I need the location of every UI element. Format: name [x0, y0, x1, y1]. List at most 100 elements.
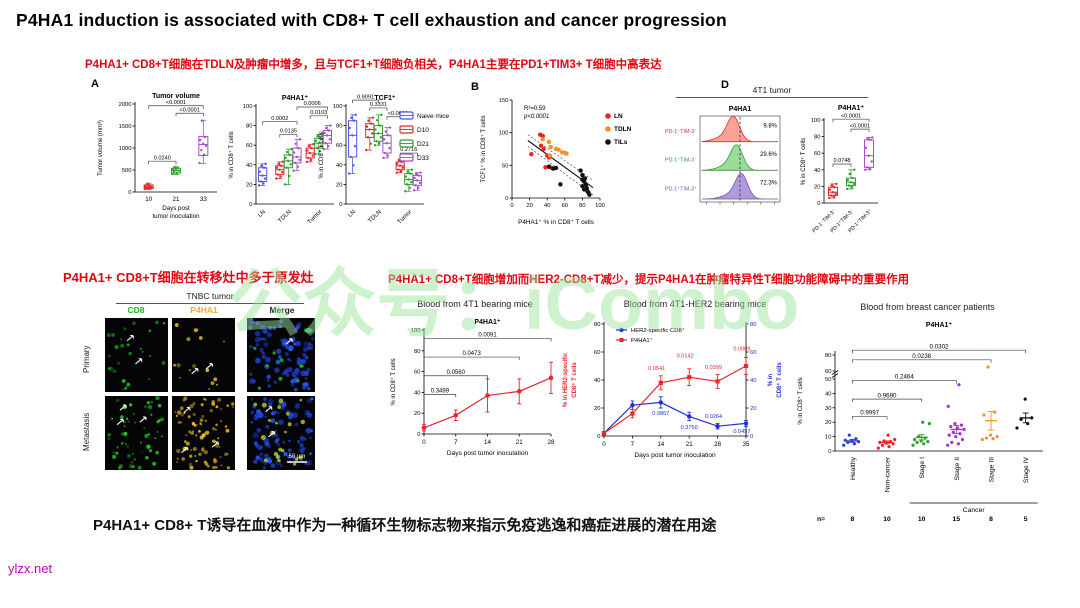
svg-text:150: 150: [499, 98, 509, 104]
svg-text:1500: 1500: [119, 124, 132, 130]
svg-text:2000: 2000: [119, 102, 132, 108]
svg-text:21: 21: [173, 196, 180, 203]
svg-text:LN: LN: [347, 209, 357, 219]
svg-text:0: 0: [505, 196, 508, 202]
svg-text:TDLN: TDLN: [367, 209, 382, 224]
chart-tcf1-box: 0 20 40 60 80 100 % in CD8⁺ T cells TCF1⁺0.9091…: [318, 94, 424, 226]
svg-text:0: 0: [422, 439, 426, 446]
svg-text:Tumor volume: Tumor volume: [152, 93, 200, 100]
svg-text:% in CD8⁺ T cells: % in CD8⁺ T cells: [797, 377, 804, 424]
svg-text:PD-1⁺TIM-3⁻: PD-1⁺TIM-3⁻: [665, 158, 697, 164]
svg-text:10: 10: [825, 435, 831, 441]
svg-text:14: 14: [484, 439, 491, 446]
plot-area: 0 500 1000 1500 2000 Tumor volume (mm³) Tumor …: [98, 93, 217, 220]
microscopy-grid: 50 μm: [105, 318, 315, 470]
legend-items: Naive mice D10 D21 D33: [399, 111, 450, 162]
svg-text:500: 500: [122, 168, 132, 174]
svg-text:60: 60: [825, 369, 831, 375]
flow-histograms: P4HA1 9.8% PD-1⁻TIM-3⁻ 29.6% PD-1⁺TIM-3⁻ 72.3…: [665, 106, 781, 205]
svg-text:0.9867: 0.9867: [652, 411, 669, 417]
plot-area: 0 20 40 60 80 100 0 7 14 21 28 % in CD8⁺ T cells Day…: [390, 319, 555, 457]
panel-d-header: 4T1 tumor: [676, 85, 868, 98]
svg-text:0.0142: 0.0142: [677, 354, 694, 360]
microscopy-col-p4ha1: P4HA1: [190, 305, 218, 315]
svg-text:Days post: Days post: [162, 205, 190, 212]
svg-text:Stage II: Stage II: [954, 457, 961, 481]
svg-text:0: 0: [249, 202, 252, 208]
svg-text:P4HA1⁺: P4HA1⁺: [926, 322, 953, 329]
svg-text:20: 20: [526, 203, 532, 209]
svg-text:0.9690: 0.9690: [878, 392, 897, 399]
svg-text:15: 15: [953, 516, 961, 523]
svg-text:14: 14: [657, 441, 664, 448]
svg-text:29.6%: 29.6%: [760, 152, 778, 158]
svg-text:0.2464: 0.2464: [895, 374, 914, 381]
svg-text:0.0748: 0.0748: [833, 158, 850, 164]
svg-text:D33: D33: [417, 155, 429, 162]
svg-text:80: 80: [825, 353, 831, 359]
svg-text:80: 80: [814, 135, 820, 141]
svg-text:100: 100: [595, 203, 605, 209]
microscopy-col-cd8: CD8: [127, 305, 145, 315]
chart-tumor-volume: 0 500 1000 1500 2000 Tumor volume (mm³) Tumor …: [98, 93, 217, 220]
svg-text:0.2716: 0.2716: [400, 147, 417, 153]
svg-text:8: 8: [989, 516, 993, 523]
svg-text:0.0302: 0.0302: [930, 343, 949, 350]
svg-text:% in CD8⁺ T cells: % in CD8⁺ T cells: [318, 131, 325, 178]
svg-text:0: 0: [602, 441, 606, 448]
svg-text:50: 50: [502, 163, 508, 169]
svg-text:0: 0: [817, 201, 820, 207]
svg-text:0.0264: 0.0264: [705, 414, 722, 420]
svg-text:40: 40: [414, 390, 420, 396]
svg-text:60: 60: [814, 151, 820, 157]
microscopy-col-merge: Merge: [269, 305, 295, 315]
svg-text:0: 0: [128, 190, 131, 196]
svg-text:PD-1⁻TIM-3⁻: PD-1⁻TIM-3⁻: [665, 129, 697, 135]
svg-text:21: 21: [686, 441, 693, 448]
svg-text:50: 50: [825, 377, 831, 383]
svg-text:P4HA1⁺: P4HA1⁺: [474, 319, 501, 326]
svg-text:CD8⁺ T cells: CD8⁺ T cells: [776, 362, 783, 398]
svg-text:p<0.0001: p<0.0001: [523, 114, 549, 120]
svg-text:P4HA1⁺: P4HA1⁺: [838, 105, 865, 112]
svg-text:72.3%: 72.3%: [760, 181, 778, 187]
microscopy-row-metastasis: Metastasis: [82, 412, 91, 452]
panel-b-label: B: [471, 81, 479, 93]
svg-text:Stage III: Stage III: [989, 457, 996, 482]
svg-text:60: 60: [594, 350, 600, 356]
svg-text:20: 20: [594, 406, 600, 412]
heading-panel-a: P4HA1+ CD8+T细胞在TDLN及肿瘤中增多，且与TCF1+T细胞负相关，…: [85, 59, 662, 71]
heading-her2: P4HA1+ CD8+T细胞增加而HER2-CD8+T减少，提示P4HA1在肿瘤…: [388, 274, 910, 286]
svg-text:0.0135: 0.0135: [280, 129, 297, 135]
svg-text:Non-cancer: Non-cancer: [885, 456, 892, 492]
svg-text:10: 10: [883, 516, 891, 523]
svg-text:0.0103: 0.0103: [310, 110, 327, 116]
svg-text:0: 0: [828, 449, 831, 455]
svg-text:0.0009: 0.0009: [733, 347, 750, 353]
svg-text:80: 80: [594, 322, 600, 328]
svg-text:50 μm: 50 μm: [289, 454, 306, 460]
svg-text:40: 40: [750, 378, 756, 384]
svg-text:D10: D10: [417, 127, 429, 134]
svg-text:20: 20: [750, 406, 756, 412]
heading-microscopy: P4HA1+ CD8+T细胞在转移灶中多于原发灶: [63, 270, 314, 285]
svg-text:TCF1⁺ % in CD8⁺ T cells: TCF1⁺ % in CD8⁺ T cells: [480, 115, 487, 182]
svg-text:8: 8: [850, 516, 854, 523]
svg-text:20: 20: [814, 184, 820, 190]
svg-text:20: 20: [336, 182, 342, 188]
svg-text:% in HER2-specific: % in HER2-specific: [563, 352, 569, 407]
svg-text:n=: n=: [817, 516, 825, 523]
svg-text:Cancer: Cancer: [963, 507, 986, 514]
svg-text:0.0541: 0.0541: [648, 366, 665, 372]
svg-text:0.3750: 0.3750: [681, 425, 698, 431]
subhead-4t1-her2: Blood from 4T1-HER2 bearing mice: [623, 299, 767, 309]
svg-text:0.0006: 0.0006: [304, 101, 321, 107]
svg-text:100: 100: [333, 104, 343, 110]
svg-text:P4HA1⁺ % in CD8⁺ T cells: P4HA1⁺ % in CD8⁺ T cells: [518, 219, 594, 226]
svg-text:30: 30: [825, 406, 831, 412]
flow-area: P4HA1 9.8% PD-1⁻TIM-3⁻ 29.6% PD-1⁺TIM-3⁻ 72.3…: [665, 106, 781, 205]
svg-text:40: 40: [814, 168, 820, 174]
svg-text:0.0002: 0.0002: [271, 116, 288, 122]
